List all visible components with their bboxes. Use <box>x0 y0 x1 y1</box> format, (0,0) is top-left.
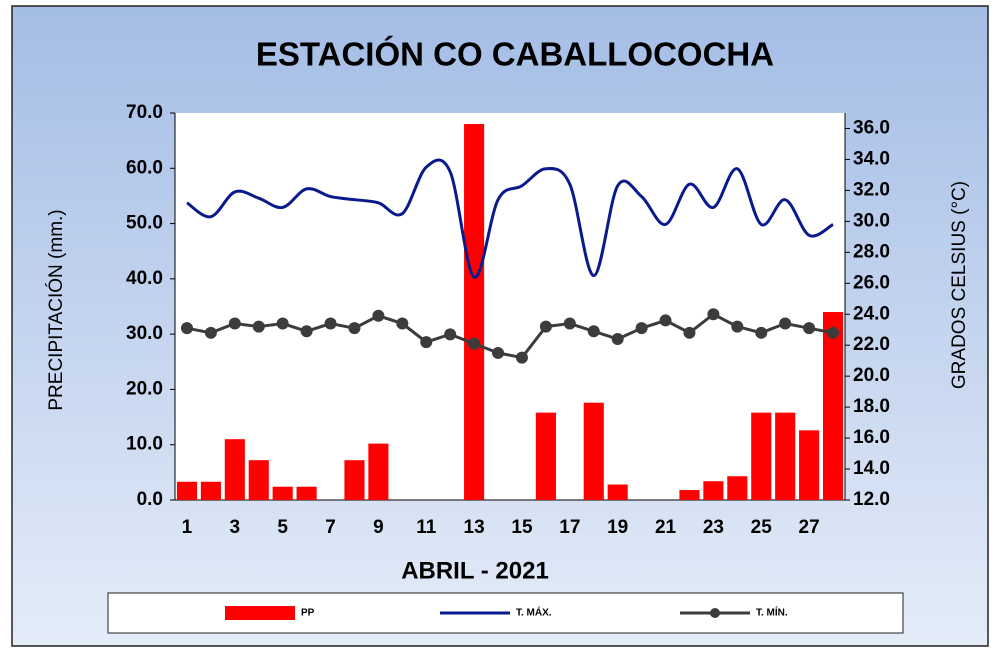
marker <box>348 322 361 335</box>
legend-label: PP <box>301 608 315 619</box>
bar <box>224 439 245 500</box>
marker <box>180 322 193 335</box>
x-tick-label: 1 <box>182 517 193 538</box>
marker <box>635 322 648 335</box>
y2-tick-label: 22.0 <box>853 334 890 355</box>
marker <box>300 325 313 338</box>
x-tick-label: 13 <box>464 517 485 538</box>
bar <box>464 124 485 501</box>
x-tick-label: 19 <box>607 517 628 538</box>
marker <box>707 308 720 321</box>
marker <box>372 309 385 322</box>
bar <box>751 412 772 500</box>
x-tick-label: 23 <box>703 517 724 538</box>
marker <box>563 317 576 330</box>
bar <box>344 460 365 500</box>
bar <box>176 481 198 500</box>
y2-tick-label: 18.0 <box>853 396 890 417</box>
y2-tick-label: 24.0 <box>853 303 890 324</box>
y2-tick-label: 12.0 <box>853 489 890 510</box>
y-tick-label: 60.0 <box>126 157 163 178</box>
y2-tick-label: 32.0 <box>853 179 890 200</box>
y-tick-label: 10.0 <box>126 434 163 455</box>
bar <box>799 430 820 500</box>
marker <box>587 325 600 338</box>
marker <box>827 326 840 339</box>
marker <box>420 336 433 349</box>
legend-label: T. MÍN. <box>756 606 788 619</box>
marker <box>324 317 337 330</box>
bar <box>775 412 796 500</box>
x-tick-label: 3 <box>230 517 241 538</box>
x-tick-label: 5 <box>277 517 288 538</box>
marker <box>276 317 289 330</box>
legend-swatch <box>225 606 295 620</box>
y-tick-label: 50.0 <box>126 213 163 234</box>
y2-tick-label: 14.0 <box>853 458 890 479</box>
line <box>186 158 834 279</box>
marker <box>539 320 552 333</box>
bar <box>535 412 556 500</box>
bar <box>679 490 700 500</box>
y-tick-label: 20.0 <box>126 378 163 399</box>
marker <box>731 320 744 333</box>
plot-area <box>175 113 845 500</box>
marker <box>659 314 672 327</box>
marker <box>515 351 528 364</box>
x-tick-label: 9 <box>373 517 384 538</box>
marker <box>492 346 505 359</box>
x-tick-label: 15 <box>511 517 533 538</box>
marker <box>779 317 792 330</box>
marker <box>468 337 481 350</box>
bar <box>200 481 221 500</box>
marker <box>803 322 816 335</box>
marker <box>396 317 409 330</box>
bar <box>727 476 748 500</box>
y-axis-label: PRECIPITACIÓN (mm.) <box>45 209 67 410</box>
y2-tick-label: 20.0 <box>853 365 890 386</box>
bar <box>368 443 389 500</box>
x-tick-label: 11 <box>416 517 437 538</box>
y-tick-label: 70.0 <box>126 102 163 123</box>
x-tick-label: 17 <box>559 517 580 538</box>
bar <box>248 460 269 500</box>
y2-tick-label: 26.0 <box>853 272 890 293</box>
y2-tick-label: 30.0 <box>853 210 890 231</box>
marker <box>683 326 696 339</box>
x-tick-label: 7 <box>325 517 336 538</box>
bar <box>583 402 604 500</box>
y2-tick-label: 34.0 <box>853 148 890 169</box>
bar <box>822 312 844 500</box>
y2-axis-label: GRADOS CELSIUS (°C) <box>949 181 970 389</box>
x-tick-label: 25 <box>751 517 773 538</box>
legend-marker <box>710 608 720 618</box>
y2-tick-label: 36.0 <box>853 117 890 138</box>
marker <box>204 326 217 339</box>
legend-label: T. MÁX. <box>516 606 552 619</box>
bar <box>703 481 724 500</box>
y2-tick-label: 28.0 <box>853 241 890 262</box>
marker <box>444 328 457 341</box>
marker <box>755 326 768 339</box>
x-axis-label: ABRIL - 2021 <box>401 557 549 584</box>
bar <box>607 484 628 500</box>
y-tick-label: 0.0 <box>137 489 163 510</box>
bar <box>272 486 293 500</box>
x-tick-label: 21 <box>655 517 677 538</box>
marker <box>252 320 265 333</box>
marker <box>611 333 624 346</box>
line <box>186 312 834 360</box>
bar <box>296 486 317 500</box>
y2-tick-label: 16.0 <box>853 427 890 448</box>
y-tick-label: 40.0 <box>126 268 163 289</box>
marker <box>228 317 241 330</box>
y-tick-label: 30.0 <box>126 323 163 344</box>
chart-title: ESTACIÓN CO CABALLOCOCHA <box>256 36 774 73</box>
x-tick-label: 27 <box>799 517 820 538</box>
